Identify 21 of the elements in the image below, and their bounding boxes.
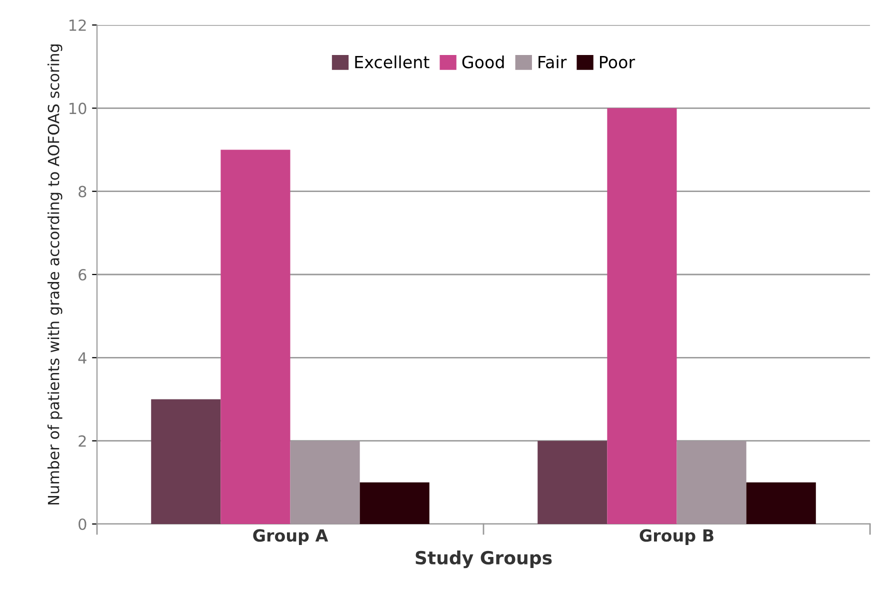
- legend-label: Fair: [538, 55, 567, 68]
- y-tick-label: 10: [70, 102, 86, 114]
- bar: [607, 108, 677, 524]
- x-axis-title: Study Groups: [416, 550, 552, 568]
- y-tick-label: 0: [78, 518, 86, 530]
- bar: [538, 440, 608, 524]
- y-tick-label: 12: [70, 19, 86, 31]
- bar: [360, 482, 430, 524]
- legend-label: Poor: [600, 56, 636, 68]
- y-tick-label: 4: [78, 352, 86, 364]
- bar: [220, 150, 290, 524]
- y-tick-label: 2: [78, 435, 86, 447]
- legend-label: Good: [462, 55, 504, 68]
- y-tick-label: 8: [78, 186, 86, 198]
- bar: [746, 482, 816, 524]
- y-axis-title: Number of patients with grade according to AOFOAS scoring: [47, 44, 62, 504]
- y-tick-label: 6: [78, 268, 86, 281]
- bar: [151, 399, 221, 524]
- x-tick-label: Group A: [253, 529, 328, 545]
- x-tick-label: Group B: [640, 529, 714, 545]
- legend-label: Excellent: [355, 55, 430, 68]
